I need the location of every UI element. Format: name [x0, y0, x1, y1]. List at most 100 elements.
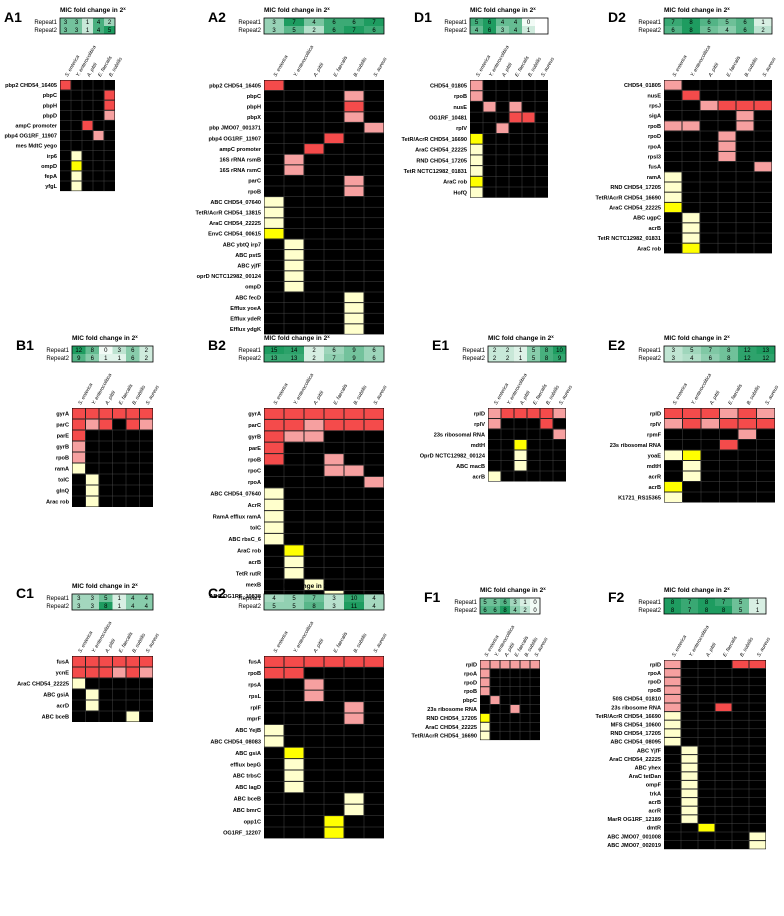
mic-value: 8 [545, 348, 549, 354]
species-label: B. subtilis [746, 384, 762, 406]
mutation-cell [757, 419, 775, 429]
mic-cell [738, 354, 757, 362]
mic-cell [82, 18, 93, 26]
mic-cell [682, 354, 701, 362]
mutation-cell [264, 228, 284, 239]
mic-cell [104, 18, 115, 26]
panel-label: C1 [16, 585, 34, 601]
repeat-label: Repeat2 [638, 28, 661, 34]
mic-value: 13 [762, 348, 769, 354]
mutation-cell [284, 667, 304, 679]
mutation-cell [754, 162, 772, 172]
mic-cell [483, 18, 496, 26]
mic-cell [509, 26, 522, 34]
mic-cell [324, 602, 344, 610]
mic-table-border [263, 593, 385, 611]
mutation-cell [681, 789, 698, 798]
mutation-cell [736, 111, 754, 121]
gene-label: pbpC [247, 94, 261, 100]
gene-label: ramA [647, 175, 661, 181]
panel-label: C2 [208, 585, 226, 601]
mutation-cell [681, 815, 698, 823]
mutation-cell [264, 533, 284, 545]
gene-label: oprD NCTC12982_00124 [197, 274, 262, 280]
mutation-cell [364, 476, 384, 488]
mic-cell [304, 354, 324, 362]
mic-value: 12 [744, 348, 751, 354]
gene-label: ABC OG1RF_10838 [209, 594, 261, 600]
mic-cell [520, 606, 530, 614]
mic-cell [304, 602, 324, 610]
species-label: B. subtilis [353, 56, 369, 78]
gene-label: ramA [55, 467, 69, 473]
mic-cell [522, 18, 535, 26]
mutation-cell [304, 690, 324, 702]
gene-label: ABC bceB [234, 797, 261, 803]
gene-label: rpsJ [649, 104, 661, 110]
gene-label: ABC CHD54_08083 [210, 740, 261, 746]
mic-cell [364, 346, 384, 354]
mic-value: 6 [483, 608, 487, 614]
gene-label: rpoB [454, 94, 467, 100]
mutation-cell [264, 419, 284, 431]
mutation-cell [86, 496, 99, 507]
mutation-cell [664, 408, 682, 418]
mic-value: 3 [272, 28, 276, 34]
mic-value: 4 [272, 596, 276, 602]
mutation-cell [664, 172, 682, 182]
mutation-cell [86, 419, 99, 430]
species-label: S. enterica [672, 54, 689, 78]
mic-value: 4 [690, 356, 694, 362]
mutation-cell [681, 798, 698, 806]
mic-cell [126, 594, 140, 602]
gene-label: Efflux yoeA [230, 306, 261, 312]
mic-cell [344, 602, 364, 610]
mutation-cell [664, 703, 681, 712]
mic-value: 5 [725, 20, 729, 26]
mic-cell [72, 602, 86, 610]
mutation-cell [304, 679, 324, 690]
heatmap-title: MIC fold change in 2x [488, 334, 554, 343]
gene-label: rpoD [648, 680, 661, 686]
mutation-cell [72, 656, 85, 667]
mutation-cell [490, 696, 500, 704]
mutation-cell [140, 408, 153, 419]
mic-cell [364, 594, 384, 602]
mic-cell [85, 602, 99, 610]
mic-value: 5 [272, 604, 276, 610]
mutation-cell [749, 660, 766, 669]
mutation-cell [715, 703, 732, 712]
gene-label: CHD54_01805 [430, 83, 467, 89]
mutation-cell [71, 161, 82, 171]
mutation-cell [510, 705, 520, 713]
mic-cell [284, 594, 304, 602]
mutation-cell [324, 419, 344, 431]
mic-cell [93, 18, 104, 26]
panel-label: F1 [424, 589, 441, 605]
mutation-cell [720, 408, 738, 418]
gene-label: rplF [250, 705, 261, 711]
mutation-cell [500, 660, 510, 669]
mutation-cell [682, 223, 700, 233]
mutation-cell [324, 816, 344, 827]
mutation-cell [344, 408, 364, 419]
mic-cell [664, 26, 682, 34]
gene-label: fepA [45, 174, 57, 180]
mutation-cell [470, 80, 483, 91]
panel-label: E1 [432, 337, 449, 353]
mutation-cell [681, 772, 698, 780]
mutation-cell [126, 408, 139, 419]
mutation-cell [71, 151, 82, 161]
mic-value: 7 [709, 348, 713, 354]
panel-label: A1 [4, 9, 22, 25]
gene-label: ABC CHD54_07640 [210, 492, 261, 498]
mic-cell [284, 26, 304, 34]
mutation-cell [86, 700, 99, 711]
mic-value: 6 [503, 600, 507, 606]
mic-cell [72, 594, 86, 602]
mic-cell [510, 606, 520, 614]
mic-value: 5 [104, 596, 108, 602]
gene-label: rpoC [248, 469, 261, 475]
mutation-cell [284, 281, 304, 292]
mutation-cell [664, 482, 682, 492]
